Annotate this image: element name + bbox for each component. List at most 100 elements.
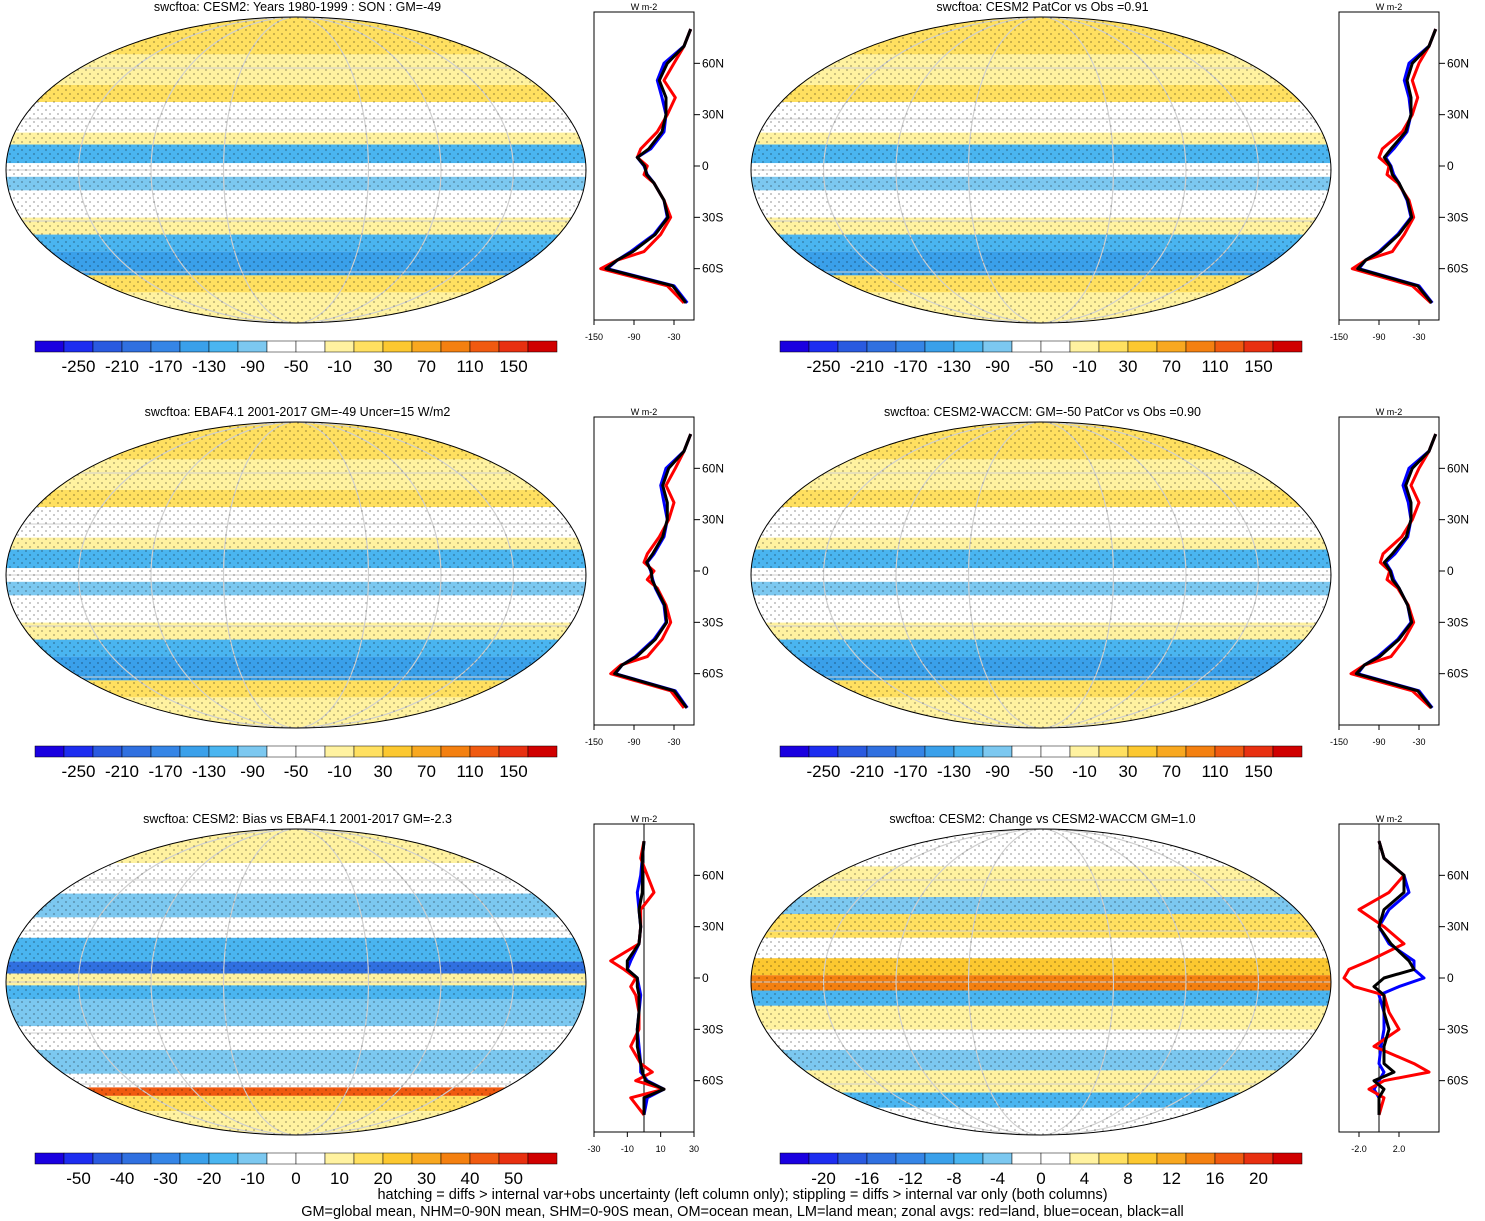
zonal-ytick-label: 30N [702,513,724,527]
zonal-xtick-label: -150 [1330,332,1348,342]
zonal-unit-label: W m-2 [1376,814,1403,824]
colorbar-label: -130 [937,762,971,781]
colorbar-swatch [237,745,268,758]
colorbar-swatch [63,745,94,758]
zonal-ytick-label: 60N [1447,56,1469,70]
colorbar-swatch [1243,1152,1274,1165]
panel-graphics: -50 -40 -30 -20 -10 0 10 20 30 40 50 W m-2 60N 30N 0 30… [5,814,724,1188]
colorbar-swatch [866,1152,897,1165]
stippling [751,422,1331,728]
zonal-ytick-label: 60N [702,461,724,475]
colorbar-label: -50 [1029,357,1054,376]
zonal-ytick-label: 60N [1447,461,1469,475]
panel-graphics: -250 -210 -170 -130 -90 -50 -10 30 70 110 150 W m-2… [5,2,724,376]
zonal-ytick-label: 30S [1447,210,1468,224]
zonal-line-all [1354,433,1438,709]
colorbar-label: 110 [456,762,483,781]
zonal-ytick-label: 60S [702,1074,723,1088]
zonal-line-land [1342,840,1431,1116]
map-outline [5,16,587,324]
zonal-ytick-label: 0 [702,971,709,985]
colorbar-swatch [324,340,355,353]
zonal-ytick-label: 30S [1447,1022,1468,1036]
zonal-ytick-label: 60S [702,262,723,276]
panel-ebaf-obs: swcftoa: EBAF4.1 2001-2017 GM=-49 Uncer=… [0,405,740,810]
colorbar-label: -210 [850,357,884,376]
zonal-xtick-label: 10 [656,1144,666,1154]
panel-title: swcftoa: CESM2-WACCM: GM=-50 PatCor vs O… [884,405,1201,419]
colorbar-swatch [353,1152,384,1165]
colorbar-swatch [1127,1152,1158,1165]
colorbar-swatch [34,745,65,758]
colorbar-swatch [411,1152,442,1165]
colorbar-swatch [469,1152,500,1165]
zonal-xtick-label: -30 [1412,737,1425,747]
colorbar-label: 30 [417,1169,436,1188]
colorbar-swatch [1040,340,1071,353]
zonal-ytick-label: 60S [1447,262,1468,276]
colorbar-label: -10 [1072,357,1097,376]
colorbar-swatch [34,1152,65,1165]
zonal-xtick-label: -30 [667,332,680,342]
zonal-line-ocean [625,840,666,1116]
panel-graphics: -250 -210 -170 -130 -90 -50 -10 30 70 110 150 W m-2… [750,2,1469,376]
zonal-line-land [609,840,666,1116]
colorbar-swatch [808,1152,839,1165]
zonal-xtick-label: -30 [1412,332,1425,342]
stippling [751,17,1331,323]
panel-title: swcftoa: CESM2: Change vs CESM2-WACCM GM… [889,812,1196,826]
colorbar-swatch [1243,340,1274,353]
panel-title: swcftoa: CESM2 PatCor vs Obs =0.91 [936,0,1149,14]
panel-cesm2-change: swcftoa: CESM2: Change vs CESM2-WACCM GM… [745,812,1485,1217]
colorbar-swatch [121,745,152,758]
colorbar-swatch [324,745,355,758]
colorbar-swatch [150,745,181,758]
colorbar-swatch [353,340,384,353]
zonal-ytick-label: 0 [1447,971,1454,985]
colorbar-swatch [866,745,897,758]
zonal-line-all [1372,840,1416,1115]
stippling [751,829,1331,1135]
map-field [751,422,1331,728]
zonal-ytick-label: 30N [1447,108,1469,122]
colorbar-label: -30 [153,1169,178,1188]
colorbar-label: -90 [240,762,265,781]
colorbar-label: -90 [985,762,1010,781]
colorbar-label: -170 [148,357,182,376]
zonal-xtick-label: -90 [627,332,640,342]
colorbar-swatch [498,1152,529,1165]
colorbar-swatch [953,745,984,758]
colorbar-swatch [1069,745,1100,758]
zonal-ytick-label: 0 [702,564,709,578]
map-outline [5,828,587,1136]
panel-cesm2-climatology: swcftoa: CESM2: Years 1980-1999 : SON : … [0,0,740,405]
map-outline [750,16,1332,324]
panel-title: swcftoa: CESM2: Years 1980-1999 : SON : … [153,0,442,14]
colorbar-label: 30 [374,762,393,781]
zonal-ytick-label: 30N [702,920,724,934]
colorbar-swatch [1185,1152,1216,1165]
colorbar-label: -50 [1029,762,1054,781]
colorbar-swatch [121,340,152,353]
map-field [751,829,1331,1135]
footer-note-hatching: hatching = diffs > internal var+obs unce… [377,1187,1108,1203]
colorbar-swatch [1272,745,1303,758]
colorbar-swatch [982,340,1013,353]
colorbar-swatch [208,745,239,758]
zonal-line-ocean [1357,28,1438,304]
stippling [6,17,586,323]
colorbar-label: -50 [284,762,309,781]
stippling [6,422,586,728]
colorbar-label: -210 [105,357,139,376]
zonal-xtick-label: -150 [1330,737,1348,747]
colorbar-swatch [1127,340,1158,353]
colorbar-swatch [34,340,65,353]
colorbar-label: -250 [61,357,95,376]
colorbar-swatch [63,1152,94,1165]
colorbar-swatch [1156,340,1187,353]
zonal-xtick-label: -30 [587,1144,600,1154]
zonal-unit-label: W m-2 [1376,407,1403,417]
colorbar-label: -130 [937,357,971,376]
colorbar-label: 150 [499,762,527,781]
colorbar-swatch [266,340,297,353]
